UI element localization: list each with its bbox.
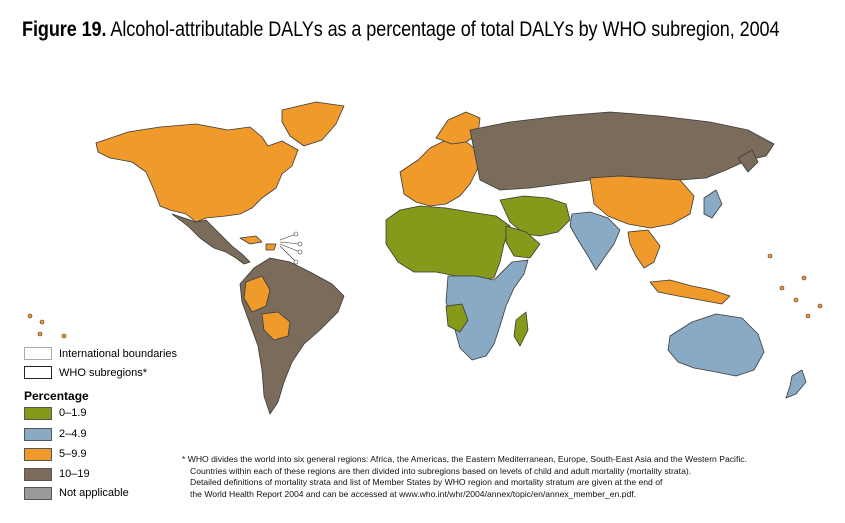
footnote-line-4: the World Health Report 2004 and can be … [190, 488, 637, 499]
region-andean-north [243, 275, 271, 313]
legend-heading: Percentage [24, 389, 89, 403]
figure-label: Figure 19. [22, 18, 107, 41]
legend-label-5-9.9: 5–9.9 [59, 448, 87, 460]
region-western-europe [399, 137, 479, 207]
legend-label-international-boundaries: International boundaries [59, 348, 178, 360]
figure-title: Figure 19. Alcohol-attributable DALYs as… [22, 18, 780, 42]
region-sub-saharan-africa-east [445, 259, 529, 361]
legend-label-2-4.9: 2–4.9 [59, 428, 87, 440]
legend-label-who-subregions: WHO subregions* [59, 367, 148, 379]
region-southeast-asia [627, 229, 661, 269]
region-japan [703, 189, 723, 219]
region-kamchatka [737, 149, 759, 173]
legend-label-not-applicable: Not applicable [59, 487, 129, 499]
region-arabia [505, 225, 541, 259]
region-new-zealand [785, 369, 807, 399]
region-australia [667, 313, 765, 377]
region-scandinavia [435, 111, 481, 145]
region-indonesia [649, 279, 731, 305]
region-north-africa [385, 205, 511, 281]
legend-swatch-0-1.9 [24, 407, 52, 420]
region-andean-south [261, 311, 291, 341]
legend-label-10-19: 10–19 [59, 468, 90, 480]
region-north-america [95, 123, 299, 223]
region-madagascar [513, 311, 529, 347]
legend-swatch-5-9.9 [24, 448, 52, 461]
region-greenland [281, 101, 345, 147]
footnote-line-2: Countries within each of these regions a… [190, 465, 692, 476]
footnote-line-1: * WHO divides the world into six general… [182, 454, 747, 464]
figure-title-text: Alcohol-attributable DALYs as a percenta… [110, 18, 780, 41]
region-middle-east [499, 195, 571, 237]
legend-swatch-2-4.9 [24, 428, 52, 441]
legend-swatch-who-subregions [24, 366, 52, 379]
legend-swatch-10-19 [24, 468, 52, 481]
legend-swatch-international-boundaries [24, 347, 52, 360]
region-south-asia [569, 211, 621, 271]
region-mexico-central-america [171, 213, 251, 265]
region-russia [469, 111, 775, 191]
legend-swatch-not-applicable [24, 487, 52, 500]
region-caribbean [239, 235, 277, 251]
region-china [589, 175, 695, 229]
footnote: * WHO divides the world into six general… [182, 454, 747, 500]
legend-label-0-1.9: 0–1.9 [59, 407, 87, 419]
footnote-line-3: Detailed definitions of mortality strata… [190, 477, 663, 487]
region-central-africa [445, 303, 469, 333]
